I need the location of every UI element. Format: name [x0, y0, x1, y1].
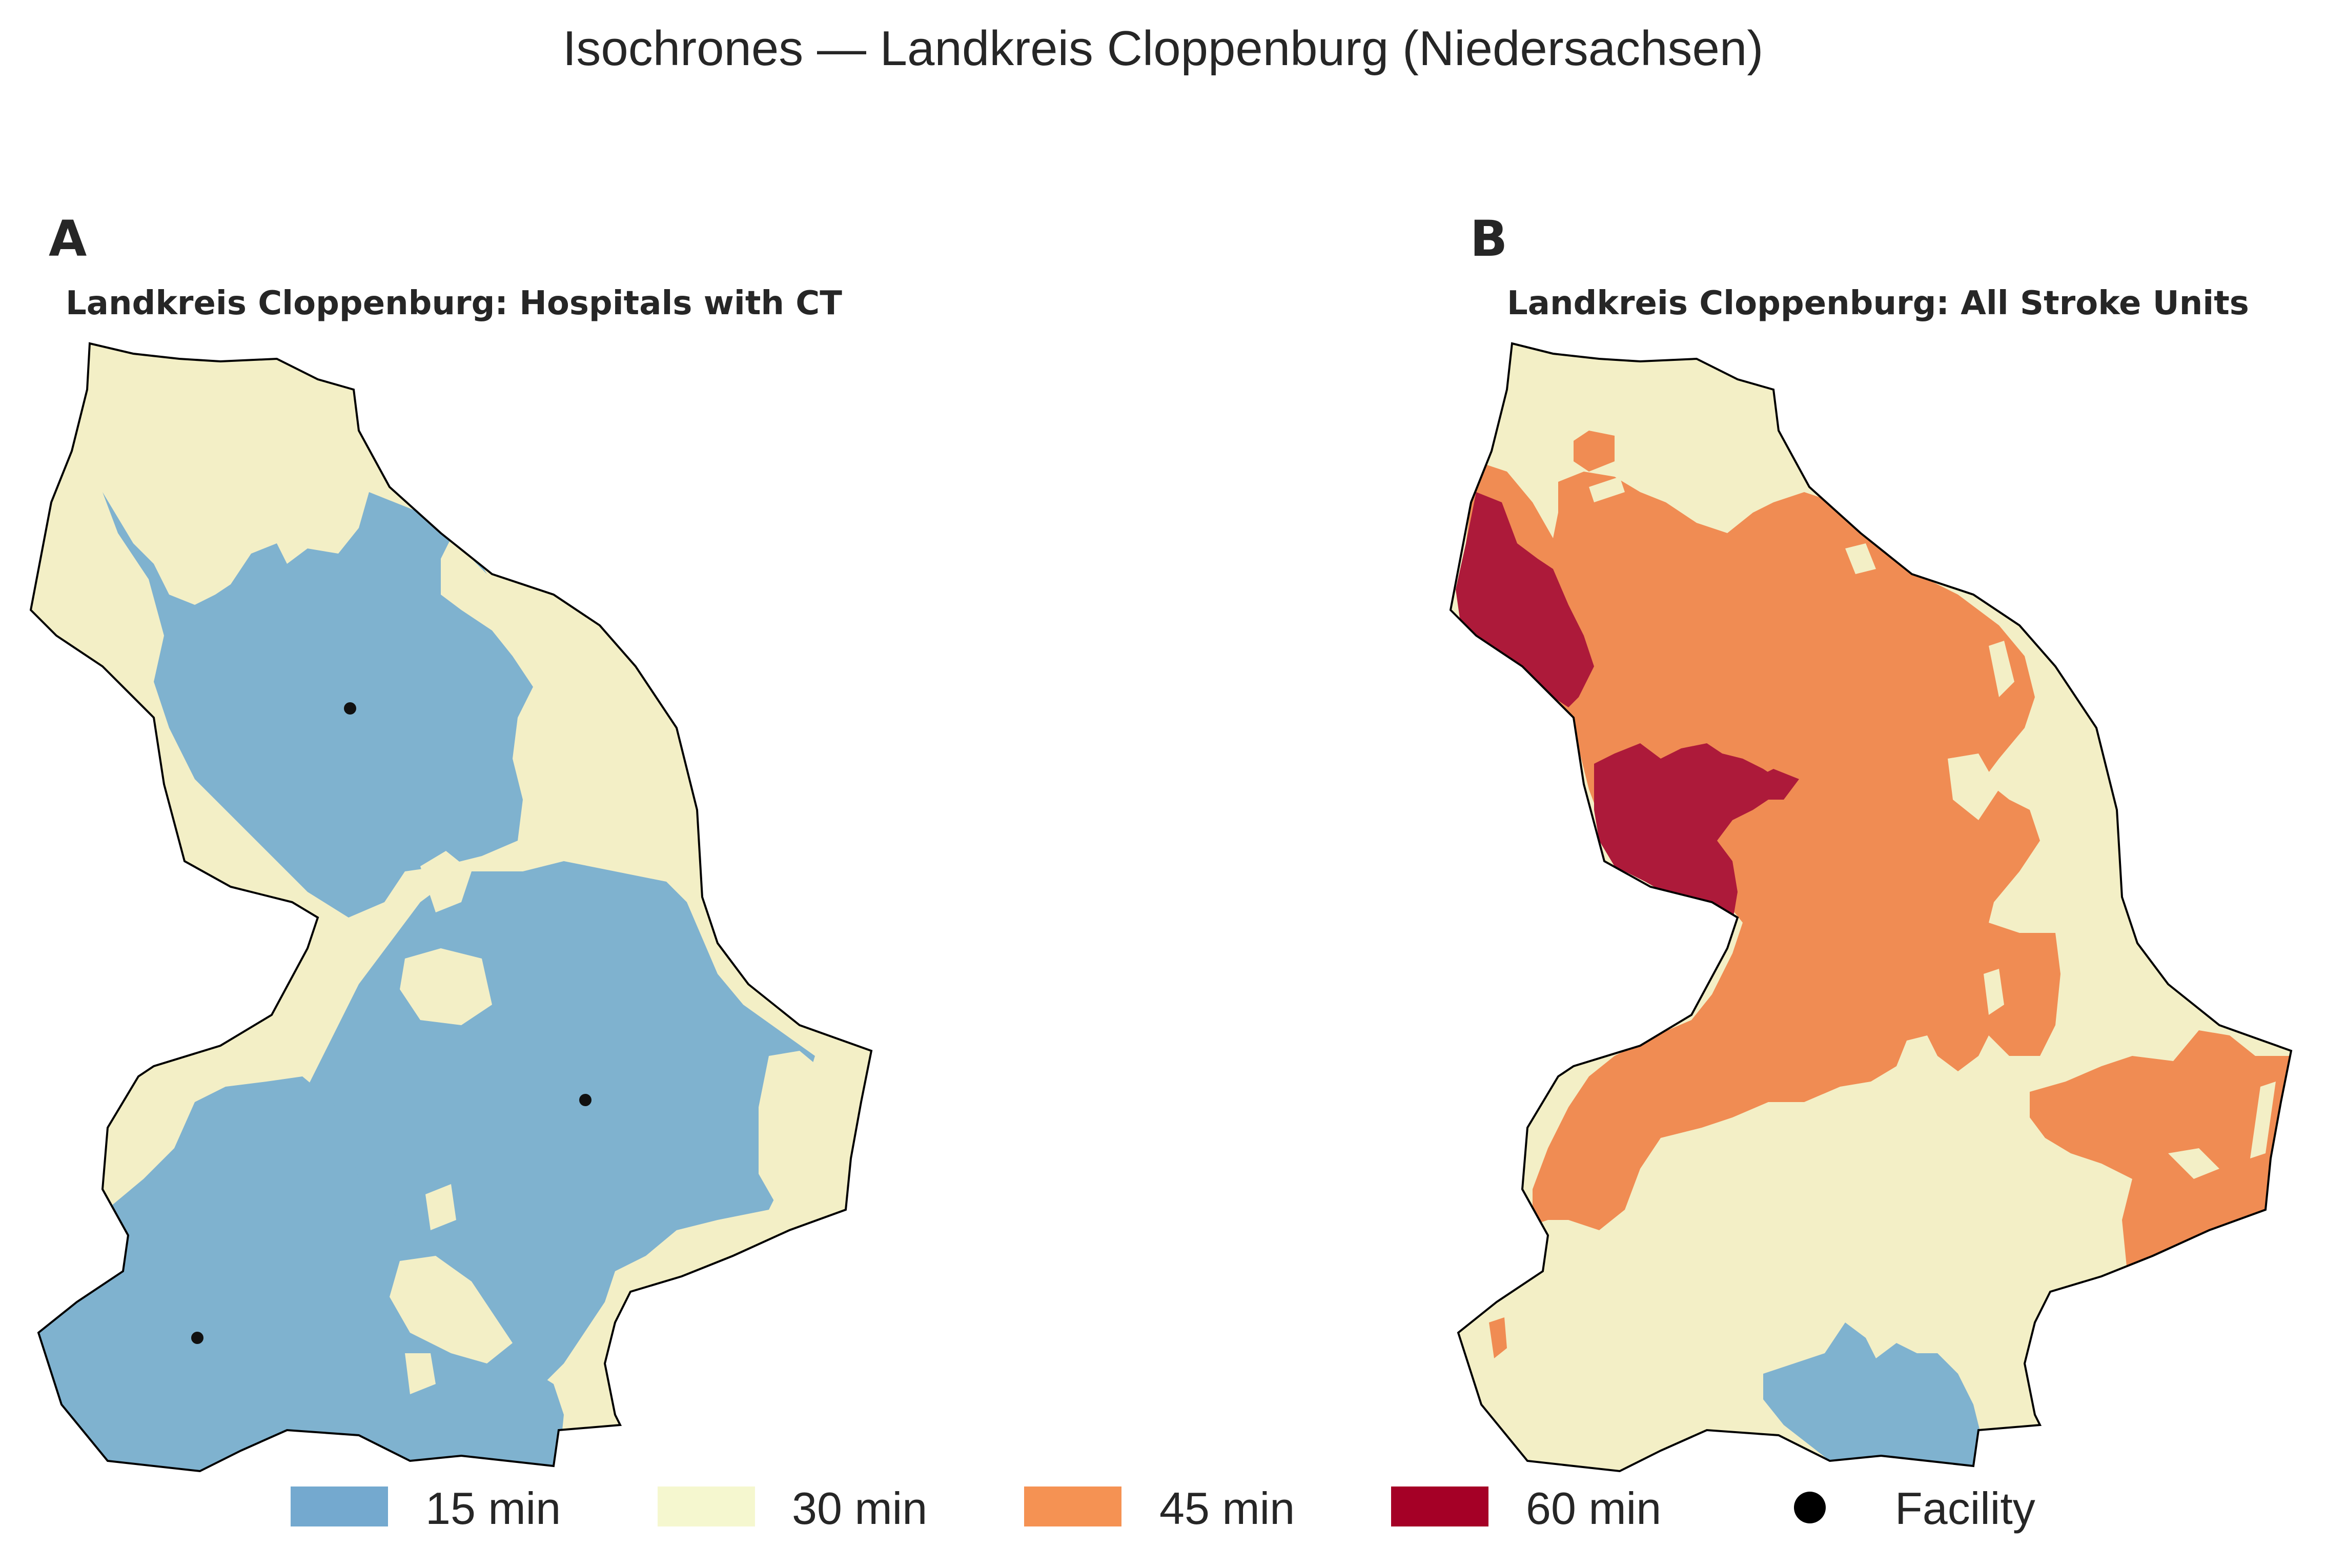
legend-swatch-45 — [1024, 1486, 1121, 1526]
zone-60-northwest — [1456, 492, 1594, 707]
district-boundary-b — [1449, 342, 2293, 1473]
zone-15-south — [1763, 1322, 1984, 1466]
zone-45-southeast — [2030, 1030, 2291, 1281]
facility-dot-icon — [1794, 1492, 1826, 1523]
facility-marker — [344, 702, 356, 715]
zone-60-central — [1594, 743, 1779, 923]
legend-label-15: 15 min — [425, 1483, 561, 1534]
zone-15-north — [103, 477, 533, 918]
facility-marker — [191, 1332, 203, 1344]
legend-swatch-30 — [658, 1486, 755, 1526]
legend: 15 min 30 min 45 min 60 min Facility — [0, 1471, 2326, 1548]
legend-swatch-60 — [1391, 1486, 1488, 1526]
panel-a-letter: A — [49, 210, 87, 268]
panel-b-title: Landkreis Cloppenburg: All Stroke Units — [1507, 284, 2249, 322]
facility-marker — [579, 1094, 591, 1106]
panel-a-title: Landkreis Cloppenburg: Hospitals with CT — [66, 284, 842, 322]
panel-b-letter: B — [1470, 210, 1508, 268]
district-boundary-a — [29, 342, 873, 1473]
legend-label-facility: Facility — [1895, 1483, 2035, 1534]
legend-label-45: 45 min — [1159, 1483, 1295, 1534]
figure-title: Isochrones — Landkreis Cloppenburg (Nied… — [562, 21, 1764, 76]
legend-swatch-15 — [291, 1486, 388, 1526]
zone-45-main — [1466, 461, 2060, 1230]
legend-label-60: 60 min — [1526, 1483, 1662, 1534]
legend-label-30: 30 min — [792, 1483, 928, 1534]
